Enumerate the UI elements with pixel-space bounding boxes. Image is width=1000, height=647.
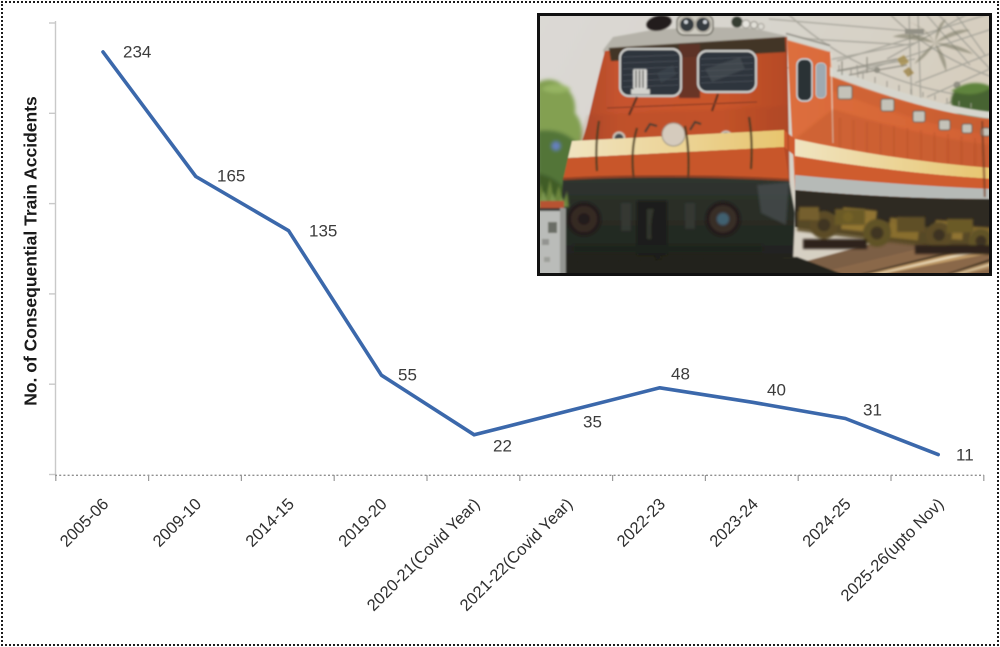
svg-text:35: 35 [583, 413, 602, 432]
svg-text:22: 22 [493, 437, 512, 456]
svg-text:135: 135 [309, 222, 337, 241]
svg-text:2022-23: 2022-23 [614, 495, 670, 551]
svg-text:2019-20: 2019-20 [335, 495, 391, 551]
svg-text:31: 31 [863, 401, 882, 420]
svg-text:2024-25: 2024-25 [799, 495, 855, 551]
svg-text:48: 48 [671, 365, 690, 384]
svg-text:2005-06: 2005-06 [57, 495, 113, 551]
svg-text:2009-10: 2009-10 [150, 495, 206, 551]
svg-text:No. of Consequential Train Acc: No. of Consequential Train Accidents [21, 96, 41, 406]
svg-text:40: 40 [767, 381, 786, 400]
svg-text:2023-24: 2023-24 [706, 495, 762, 551]
svg-text:2025-26(upto Nov): 2025-26(upto Nov) [838, 495, 948, 605]
svg-text:234: 234 [123, 43, 151, 62]
svg-text:11: 11 [956, 446, 974, 465]
svg-text:2014-15: 2014-15 [242, 495, 298, 551]
svg-text:55: 55 [398, 366, 417, 385]
svg-text:165: 165 [217, 167, 245, 186]
